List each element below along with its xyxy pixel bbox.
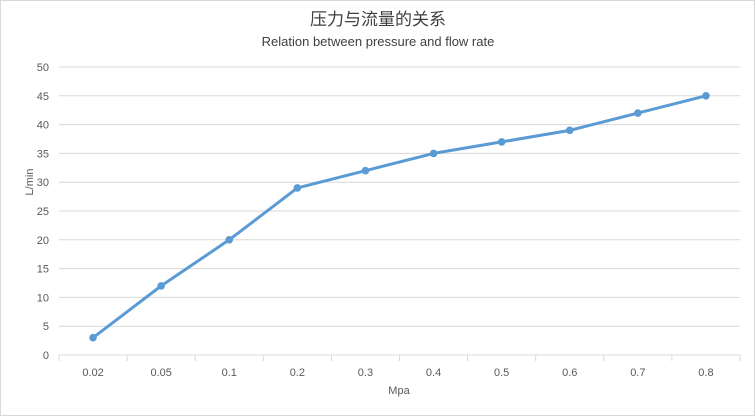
y-tick-label: 10 — [37, 292, 49, 304]
y-tick-label: 20 — [37, 235, 49, 247]
x-tick-label: 0.1 — [222, 367, 237, 379]
y-axis-label: L/min — [24, 169, 36, 196]
y-tick-label: 30 — [37, 177, 49, 189]
series-line — [91, 94, 708, 340]
data-point — [702, 92, 710, 100]
y-axis-ticks: 0 5 10 15 20 25 30 35 40 45 50 — [37, 62, 49, 362]
y-tick-label: 0 — [43, 350, 49, 362]
x-tick-label: 0.6 — [562, 367, 577, 379]
y-tick-label: 50 — [37, 62, 49, 74]
data-point — [429, 149, 438, 158]
x-tick-label: 0.05 — [150, 367, 171, 379]
x-tick-label: 0.02 — [82, 367, 103, 379]
y-tick-label: 15 — [37, 264, 49, 276]
data-point — [497, 138, 506, 146]
data-point — [361, 166, 370, 175]
data-point — [634, 109, 642, 117]
y-tick-label: 5 — [43, 321, 49, 333]
data-point — [293, 184, 302, 192]
x-axis-ticks: 0.02 0.05 0.1 0.2 0.3 0.4 0.5 0.6 0.7 0.8 — [58, 355, 741, 379]
x-tick-label: 0.3 — [358, 367, 373, 379]
gridlines — [59, 66, 740, 356]
chart-subtitle: Relation between pressure and flow rate — [262, 34, 495, 49]
y-tick-label: 35 — [37, 148, 49, 160]
y-tick-label: 25 — [37, 206, 49, 218]
series-layer — [89, 92, 710, 342]
x-tick-label: 0.5 — [494, 367, 509, 379]
data-point — [157, 282, 165, 290]
x-tick-label: 0.4 — [426, 367, 441, 379]
x-tick-label: 0.2 — [290, 367, 305, 379]
chart-title: 压力与流量的关系 — [310, 10, 446, 29]
x-tick-label: 0.7 — [630, 367, 645, 379]
x-axis-label: Mpa — [388, 385, 410, 397]
x-tick-label: 0.8 — [698, 367, 713, 379]
y-tick-label: 45 — [37, 91, 49, 103]
data-point — [89, 333, 97, 342]
data-point — [565, 126, 574, 135]
data-point — [225, 236, 234, 244]
y-tick-label: 40 — [37, 120, 49, 132]
